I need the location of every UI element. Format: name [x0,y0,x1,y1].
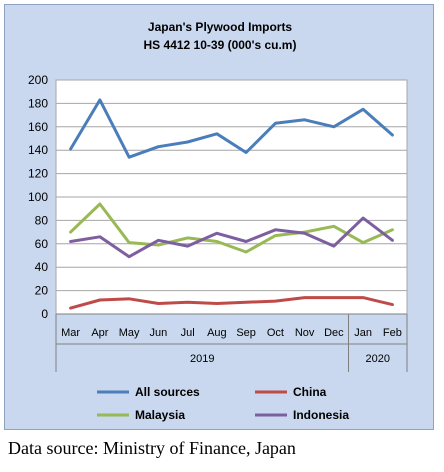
line-chart: Japan's Plywood Imports HS 4412 10-39 (0… [28,20,408,422]
legend-label: Malaysia [135,408,185,422]
x-tick-label: Mar [61,327,80,339]
y-tick-label: 140 [28,143,48,157]
year-group-label: 2020 [366,353,390,365]
y-tick-label: 60 [35,237,49,251]
series-lines [69,98,394,310]
chart-frame: Japan's Plywood Imports HS 4412 10-39 (0… [4,4,434,430]
x-tick-label: Jul [181,327,195,339]
x-tick-label: Jan [354,327,372,339]
y-tick-label: 0 [41,307,48,321]
series-line [69,202,394,254]
series-line [69,296,394,310]
series-line [69,216,394,259]
x-tick-label: Jun [150,327,168,339]
x-tick-label: Sep [236,327,256,339]
y-tick-label: 40 [35,260,49,274]
x-tick-label: Aug [207,327,227,339]
x-tick-label: Nov [295,327,315,339]
chart-subtitle: HS 4412 10-39 (000's cu.m) [144,38,297,52]
legend: All sources China Malaysia Indonesia [97,385,349,422]
grid-lines [56,79,407,292]
y-tick-label: 180 [28,96,48,110]
x-tick-label: May [119,327,140,339]
y-tick-label: 20 [35,284,49,298]
legend-label: China [293,385,327,399]
y-tick-label: 80 [35,213,49,227]
data-source-note: Data source: Ministry of Finance, Japan [8,438,296,458]
y-tick-label: 120 [28,167,48,181]
x-tick-label: Feb [383,327,402,339]
legend-label: Indonesia [293,408,349,422]
x-axis: Mar Apr May Jun Jul Aug Sep Oct Nov Dec Jan Feb 2019… [55,313,408,372]
x-tick-label: Apr [91,327,108,339]
y-axis: 0 20 40 60 80 100 120 140 160 180 200 [28,73,48,321]
chart-title: Japan's Plywood Imports [148,20,293,34]
legend-label: All sources [135,385,200,399]
year-group-label: 2019 [190,353,214,365]
y-tick-label: 100 [28,190,48,204]
x-tick-label: Dec [324,327,344,339]
series-line [69,98,394,159]
y-tick-label: 200 [28,73,48,87]
x-tick-label: Oct [267,327,284,339]
y-tick-label: 160 [28,120,48,134]
